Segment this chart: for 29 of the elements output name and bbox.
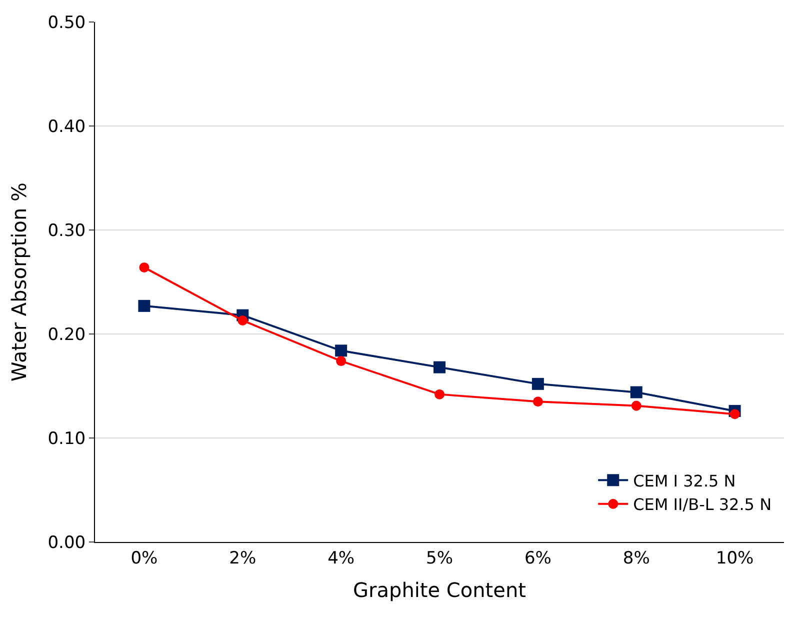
y-tick-label: 0.20 [48,324,86,345]
x-tick-label: 5% [426,548,453,568]
point [532,378,544,390]
y-tick-label: 0.50 [48,12,86,33]
y-tick-label: 0.10 [48,428,86,449]
point [532,396,543,407]
legend-label: CEM I 32.5 N [633,471,736,490]
y-tick-label: 0.30 [48,220,86,241]
point [238,315,248,326]
point [631,400,642,411]
point [138,300,150,312]
x-tick-label: 6% [524,548,552,568]
y-tick-label: 0.00 [48,532,86,553]
legend-label: CEM II/B-L 32.5 N [633,495,772,514]
y-tick-label: 0.40 [48,116,86,137]
point [434,389,444,400]
point [730,409,740,420]
point [335,344,348,357]
x-tick-label: 4% [328,548,355,568]
x-tick-label: 2% [229,548,256,568]
x-tick-label: 0% [130,548,158,568]
y-axis-title: Water Absorption % [7,182,32,382]
point [139,262,150,272]
point [336,356,346,366]
point [434,361,446,374]
point [630,386,642,398]
x-tick-label: 8% [622,548,650,568]
x-axis-title: Graphite Content [353,578,526,602]
x-tick-label: 10% [716,548,754,568]
